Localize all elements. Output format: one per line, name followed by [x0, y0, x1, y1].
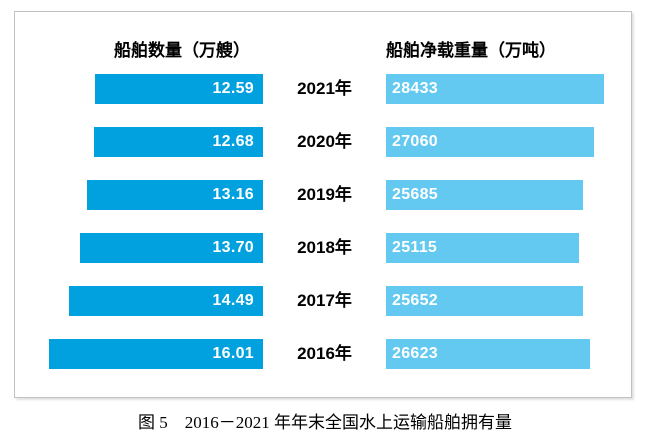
right-bar-cell: 28433 — [386, 74, 631, 104]
left-bar-value: 13.16 — [212, 186, 254, 203]
left-bar-cell: 12.59 — [15, 74, 263, 104]
left-bar: 13.16 — [87, 180, 263, 210]
right-bar-cell: 25115 — [386, 233, 631, 263]
right-bar-value: 27060 — [392, 133, 438, 150]
chart-row: 14.49 2017年 25652 — [15, 286, 631, 316]
right-bar-cell: 25685 — [386, 180, 631, 210]
year-label: 2019年 — [297, 185, 352, 204]
left-bar: 13.70 — [79, 233, 263, 263]
left-bar-cell: 13.70 — [15, 233, 263, 263]
right-bar: 25652 — [386, 286, 583, 316]
chart-rows: 12.59 2021年 28433 12.68 2020年 27060 13.1… — [15, 74, 631, 369]
right-bar: 26623 — [386, 339, 591, 369]
right-bar-cell: 25652 — [386, 286, 631, 316]
right-bar: 25685 — [386, 180, 583, 210]
left-bar: 16.01 — [49, 339, 263, 369]
left-bar-value: 12.68 — [212, 133, 254, 150]
right-bar: 28433 — [386, 74, 604, 104]
left-bar-value: 14.49 — [212, 292, 254, 309]
left-bar-cell: 12.68 — [15, 127, 263, 157]
left-bar: 12.59 — [94, 74, 263, 104]
left-bar-cell: 13.16 — [15, 180, 263, 210]
year-label: 2020年 — [297, 132, 352, 151]
left-series-header: 船舶数量（万艘） — [114, 41, 250, 60]
chart-row: 16.01 2016年 26623 — [15, 339, 631, 369]
left-bar-cell: 14.49 — [15, 286, 263, 316]
right-bar-value: 25652 — [392, 292, 438, 309]
year-label: 2018年 — [297, 238, 352, 257]
year-label: 2021年 — [297, 79, 352, 98]
left-bar: 14.49 — [69, 286, 263, 316]
right-bar-value: 28433 — [392, 80, 438, 97]
right-bar-value: 26623 — [392, 345, 438, 362]
left-bar: 12.68 — [93, 127, 263, 157]
left-bar-value: 16.01 — [212, 345, 254, 362]
chart-headers: 船舶数量（万艘） 船舶净载重量（万吨） — [15, 36, 631, 62]
year-label: 2017年 — [297, 291, 352, 310]
chart-row: 13.16 2019年 25685 — [15, 180, 631, 210]
year-label: 2016年 — [297, 344, 352, 363]
left-bar-value: 13.70 — [212, 239, 254, 256]
chart-row: 12.68 2020年 27060 — [15, 127, 631, 157]
figure-caption: 图 5 2016－2021 年年末全国水上运输船舶拥有量 — [138, 413, 512, 432]
right-bar: 27060 — [386, 127, 594, 157]
chart-area: 船舶数量（万艘） 船舶净载重量（万吨） 12.59 2021年 28433 12… — [14, 11, 632, 398]
left-bar-cell: 16.01 — [15, 339, 263, 369]
left-bar-value: 12.59 — [212, 80, 254, 97]
chart-row: 12.59 2021年 28433 — [15, 74, 631, 104]
chart-row: 13.70 2018年 25115 — [15, 233, 631, 263]
right-bar: 25115 — [386, 233, 579, 263]
right-bar-value: 25115 — [392, 239, 438, 256]
right-series-header: 船舶净载重量（万吨） — [386, 41, 556, 60]
right-bar-cell: 26623 — [386, 339, 631, 369]
right-bar-value: 25685 — [392, 186, 438, 203]
right-bar-cell: 27060 — [386, 127, 631, 157]
